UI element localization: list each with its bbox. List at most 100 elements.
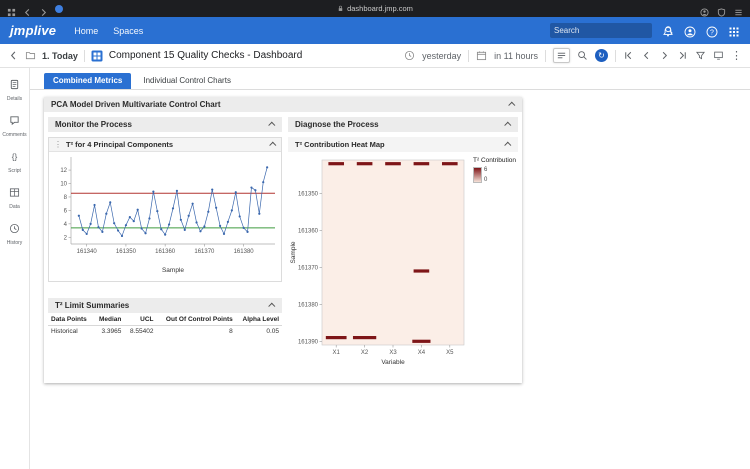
sidebar-label: History <box>7 240 23 246</box>
monitor-section-header[interactable]: Monitor the Process <box>48 117 282 132</box>
control-chart-svg: 24681012161340161350161360161370161380Sa… <box>49 152 281 276</box>
svg-text:X2: X2 <box>361 350 369 356</box>
nav-home[interactable]: Home <box>74 26 98 36</box>
svg-text:8: 8 <box>64 195 68 201</box>
diagnose-section-header[interactable]: Diagnose the Process <box>288 117 518 132</box>
limit-summaries-header[interactable]: T² Limit Summaries <box>48 298 282 313</box>
heatmap-title: T² Contribution Heat Map <box>295 140 385 149</box>
fullscreen-icon[interactable] <box>713 50 724 61</box>
apps-grid-icon[interactable] <box>728 25 740 37</box>
calendar-icon <box>476 50 487 61</box>
left-sidebar: Details Comments {} Script Data History <box>0 68 30 469</box>
zoom-icon[interactable] <box>577 50 588 61</box>
svg-text:161360: 161360 <box>298 228 319 234</box>
legend-min: 0 <box>484 177 487 183</box>
limit-table-column: Data Points <box>48 314 93 326</box>
nav-spaces[interactable]: Spaces <box>113 26 143 36</box>
search-box[interactable] <box>550 23 652 38</box>
diagnose-column: Diagnose the Process T² Contribution Hea… <box>288 117 518 369</box>
collapse-chevron-icon[interactable] <box>269 142 276 149</box>
collapse-chevron-icon[interactable] <box>504 142 511 149</box>
lock-icon <box>337 5 344 12</box>
pca-section-header[interactable]: PCA Model Driven Multivariate Control Ch… <box>44 97 522 112</box>
jmp-live-logo[interactable]: jmplive <box>10 23 56 38</box>
svg-text:161390: 161390 <box>298 339 319 345</box>
report-options-button[interactable] <box>553 48 570 63</box>
tab-combined-metrics[interactable]: Combined Metrics <box>44 73 131 89</box>
sidebar-item-history[interactable]: History <box>7 221 23 246</box>
sidebar-label: Comments <box>2 132 26 138</box>
collapse-chevron-icon[interactable] <box>504 122 511 129</box>
svg-text:10: 10 <box>60 182 67 188</box>
table-cell: 8.55402 <box>124 326 156 338</box>
limit-table-column: Out Of Control Points <box>156 314 235 326</box>
grip-icon[interactable]: ⋮ <box>54 140 62 149</box>
collapse-chevron-icon[interactable] <box>268 303 275 310</box>
table-cell: 3.3965 <box>93 326 124 338</box>
prev-page-icon[interactable] <box>641 50 652 61</box>
details-icon <box>9 77 20 95</box>
tab-bar: Combined Metrics Individual Control Char… <box>44 73 750 89</box>
monitor-section-title: Monitor the Process <box>55 120 132 129</box>
browser-apps-icon[interactable] <box>7 4 16 13</box>
svg-text:Variable: Variable <box>381 359 405 366</box>
browser-forward-icon[interactable] <box>39 4 48 13</box>
refresh-circle-button[interactable]: ↻ <box>595 49 608 62</box>
sidebar-label: Data <box>9 204 20 210</box>
limit-table-column: Alpha Level <box>236 314 282 326</box>
tab-favicon <box>55 5 63 13</box>
data-icon <box>9 185 20 203</box>
sidebar-label: Script <box>8 168 21 174</box>
limit-table-header-row: Data PointsMedianUCLOut Of Control Point… <box>48 314 282 326</box>
address-url[interactable]: dashboard.jmp.com <box>347 4 413 13</box>
sidebar-item-data[interactable]: Data <box>9 185 20 210</box>
browser-shield-icon[interactable] <box>717 4 726 13</box>
help-icon[interactable]: ? <box>706 25 718 37</box>
app-header: jmplive Home Spaces ? <box>0 17 750 44</box>
diagnose-section-title: Diagnose the Process <box>295 120 379 129</box>
search-input[interactable] <box>554 26 664 35</box>
svg-text:4: 4 <box>64 222 68 228</box>
collapse-chevron-icon[interactable] <box>508 102 515 109</box>
browser-bar: dashboard.jmp.com <box>0 0 750 17</box>
notifications-bell-icon[interactable] <box>662 25 674 37</box>
browser-menu-icon[interactable] <box>734 4 743 13</box>
pca-section-title: PCA Model Driven Multivariate Control Ch… <box>51 100 221 109</box>
limit-table-column: Median <box>93 314 124 326</box>
collapse-chevron-icon[interactable] <box>268 122 275 129</box>
folder-icon <box>25 50 36 61</box>
svg-text:X5: X5 <box>446 350 454 356</box>
svg-text:161350: 161350 <box>116 249 137 255</box>
limit-summaries-table: Data PointsMedianUCLOut Of Control Point… <box>48 314 282 337</box>
sidebar-item-details[interactable]: Details <box>7 77 22 102</box>
breadcrumb[interactable]: 1. Today <box>42 51 78 61</box>
sidebar-item-script[interactable]: {} Script <box>8 149 21 174</box>
first-page-icon[interactable] <box>623 50 634 61</box>
workspace: Details Comments {} Script Data History … <box>0 68 750 469</box>
table-cell: 8 <box>156 326 235 338</box>
next-page-icon[interactable] <box>659 50 670 61</box>
svg-text:Sample: Sample <box>290 241 297 263</box>
t2-chart-card: ⋮ T² for 4 Principal Components 24681012… <box>48 137 282 282</box>
svg-text:12: 12 <box>60 168 67 174</box>
next-refresh-text: in 11 hours <box>494 51 538 61</box>
last-page-icon[interactable] <box>677 50 688 61</box>
dashboard-card: PCA Model Driven Multivariate Control Ch… <box>44 97 522 383</box>
sidebar-item-comments[interactable]: Comments <box>2 113 26 138</box>
table-row: Historical3.39658.5540280.05 <box>48 326 282 338</box>
browser-back-icon[interactable] <box>23 4 32 13</box>
limit-table-column: UCL <box>124 314 156 326</box>
tab-individual-control-charts[interactable]: Individual Control Charts <box>134 73 240 89</box>
more-options-icon[interactable]: ⋮ <box>731 49 742 62</box>
svg-text:6: 6 <box>64 208 68 214</box>
filter-funnel-icon[interactable] <box>695 50 706 61</box>
user-avatar-icon[interactable] <box>684 25 696 37</box>
legend-title: T² Contribution <box>473 157 516 164</box>
t2-chart-header[interactable]: ⋮ T² for 4 Principal Components <box>49 138 281 152</box>
history-icon <box>9 221 20 239</box>
main-content: Combined Metrics Individual Control Char… <box>30 68 750 469</box>
table-cell: Historical <box>48 326 93 338</box>
heatmap-header[interactable]: T² Contribution Heat Map <box>288 137 518 152</box>
browser-profile-icon[interactable] <box>700 4 709 13</box>
back-arrow-icon[interactable] <box>8 50 19 61</box>
